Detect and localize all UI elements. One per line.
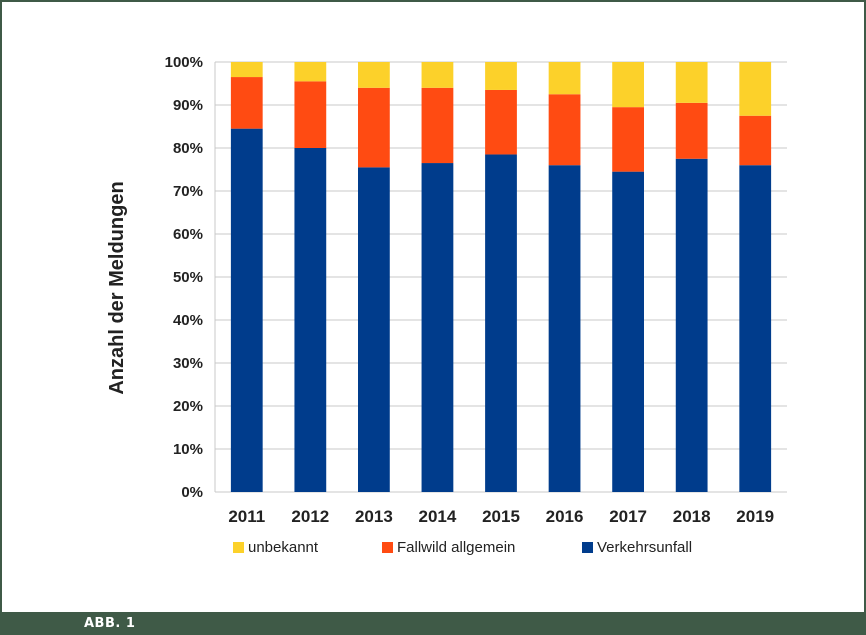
bar-segment-verkehrsunfall-2015 — [485, 154, 517, 492]
bar-segment-fallwild-2019 — [739, 115, 772, 166]
bar-segment-verkehrsunfall-2013 — [358, 167, 390, 492]
x-tick-label: 2019 — [736, 507, 774, 526]
x-tick-label: 2016 — [546, 507, 584, 526]
x-tick-label: 2012 — [291, 507, 329, 526]
bar-segment-fallwild-2013 — [358, 87, 390, 168]
y-tick-label: 80% — [173, 140, 203, 157]
figure-label: ABB. 1 — [84, 616, 136, 631]
legend-swatch — [382, 542, 393, 553]
bar-segment-verkehrsunfall-2014 — [421, 163, 454, 493]
bar-segment-fallwild-2015 — [485, 89, 517, 155]
bar-segment-unbekannt-2012 — [294, 62, 327, 82]
bar-segment-unbekannt-2011 — [230, 62, 263, 78]
bar-segment-unbekannt-2014 — [421, 62, 454, 88]
legend-label: Verkehrsunfall — [597, 539, 692, 556]
legend-label: unbekannt — [248, 539, 319, 556]
y-tick-label: 0% — [181, 484, 203, 501]
x-axis-ticks: 2011 2012 2013 2014 2015 2016 2017 2018 2019 — [228, 507, 774, 526]
legend-label: Fallwild allgemein — [397, 539, 515, 556]
bar-segment-unbekannt-2018 — [675, 62, 708, 103]
y-tick-label: 40% — [173, 312, 203, 329]
x-tick-label: 2018 — [673, 507, 711, 526]
y-tick-label: 100% — [165, 54, 203, 71]
y-tick-label: 70% — [173, 183, 203, 200]
x-tick-label: 2015 — [482, 507, 520, 526]
figure-footer: ABB. 1 — [2, 612, 864, 635]
x-tick-label: 2011 — [228, 507, 265, 526]
bar-segment-verkehrsunfall-2017 — [612, 171, 644, 492]
bars — [230, 62, 772, 493]
bar-segment-verkehrsunfall-2019 — [739, 165, 772, 492]
y-tick-label: 50% — [173, 269, 203, 286]
bar-segment-unbekannt-2017 — [612, 62, 644, 108]
bar-segment-fallwild-2014 — [421, 87, 454, 164]
bar-segment-verkehrsunfall-2012 — [294, 148, 327, 492]
legend-swatch — [582, 542, 593, 553]
bar-segment-fallwild-2018 — [675, 102, 708, 159]
x-tick-label: 2014 — [419, 507, 457, 526]
y-tick-label: 30% — [173, 355, 203, 372]
bar-segment-verkehrsunfall-2018 — [675, 158, 708, 492]
bar-segment-fallwild-2016 — [548, 94, 581, 166]
bar-segment-unbekannt-2016 — [548, 62, 581, 95]
y-tick-label: 60% — [173, 226, 203, 243]
bar-segment-unbekannt-2019 — [739, 62, 772, 116]
bar-segment-fallwild-2011 — [230, 77, 263, 129]
x-tick-label: 2017 — [609, 507, 647, 526]
legend-swatch — [233, 542, 244, 553]
bar-segment-unbekannt-2013 — [358, 62, 390, 88]
bar-segment-verkehrsunfall-2011 — [230, 128, 263, 492]
bar-segment-verkehrsunfall-2016 — [548, 165, 581, 492]
y-tick-label: 20% — [173, 398, 203, 415]
bar-segment-fallwild-2012 — [294, 81, 327, 148]
bar-segment-fallwild-2017 — [612, 107, 644, 172]
y-tick-label: 10% — [173, 441, 203, 458]
x-tick-label: 2013 — [355, 507, 393, 526]
stacked-bar-chart: 0%10%20%30%40%50%60%70%80%90%100% 2011 20… — [106, 54, 787, 556]
legend: unbekannt Fallwild allgemein Verkehrsunfal… — [233, 539, 692, 556]
y-tick-label: 90% — [173, 97, 203, 114]
y-axis-ticks: 0% 10% 20% 30% 40% 50% 60% 70% 80% 90% 100% — [165, 54, 203, 501]
y-axis-label: Anzahl der Meldungen — [106, 181, 128, 394]
bar-segment-unbekannt-2015 — [485, 62, 517, 90]
